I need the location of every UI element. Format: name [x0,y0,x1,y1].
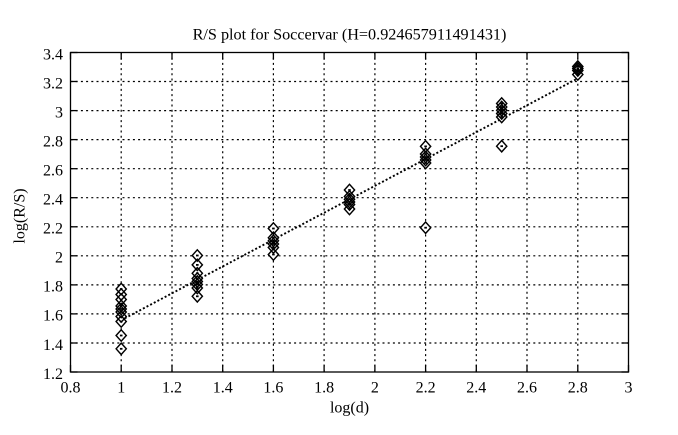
svg-text:2: 2 [371,379,379,396]
svg-text:2.4: 2.4 [43,192,63,209]
svg-text:3.4: 3.4 [43,46,63,63]
svg-text:2.4: 2.4 [466,379,486,396]
svg-text:1.8: 1.8 [314,379,334,396]
svg-text:1: 1 [117,379,125,396]
svg-text:0.8: 0.8 [61,379,81,396]
svg-text:1.6: 1.6 [263,379,283,396]
svg-text:1.2: 1.2 [162,379,182,396]
svg-text:1.6: 1.6 [43,308,63,325]
svg-text:log(d): log(d) [330,400,369,417]
svg-text:2.2: 2.2 [43,221,63,238]
svg-text:2.8: 2.8 [43,133,63,150]
svg-text:1.4: 1.4 [43,337,63,354]
svg-text:2.2: 2.2 [416,379,436,396]
svg-text:log(R/S): log(R/S) [12,188,29,243]
svg-text:1.4: 1.4 [213,379,233,396]
svg-text:3: 3 [625,379,633,396]
svg-text:3: 3 [55,104,63,121]
svg-text:2.6: 2.6 [517,379,537,396]
svg-text:1.2: 1.2 [43,366,63,383]
svg-text:2.6: 2.6 [43,163,63,180]
svg-text:2.8: 2.8 [568,379,588,396]
svg-text:R/S plot for Soccervar (H=0.92: R/S plot for Soccervar (H=0.924657911491… [193,26,507,44]
svg-text:1.8: 1.8 [43,279,63,296]
svg-text:2: 2 [55,250,63,267]
svg-text:3.2: 3.2 [43,75,63,92]
